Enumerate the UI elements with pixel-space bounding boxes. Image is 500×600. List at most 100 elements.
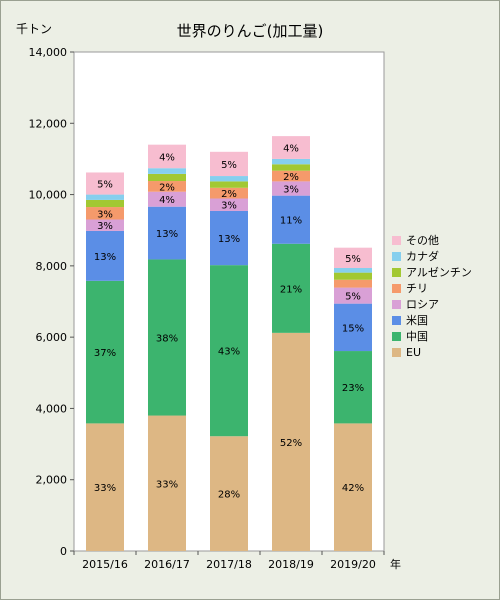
bar-segment — [86, 207, 124, 220]
legend-swatch — [392, 251, 401, 261]
bar-segment — [86, 219, 124, 231]
bar-segment — [334, 279, 372, 288]
bar-segment — [334, 247, 372, 268]
legend-item: その他 — [392, 232, 472, 248]
x-tick-label: 2017/18 — [206, 558, 252, 571]
y-tick-label: 4,000 — [36, 402, 68, 415]
bar-segment — [334, 351, 372, 424]
legend-swatch — [392, 347, 401, 357]
legend-item: ロシア — [392, 296, 472, 312]
legend-item: 中国 — [392, 328, 472, 344]
x-axis-suffix: 年 — [390, 557, 401, 571]
legend-swatch — [392, 315, 401, 325]
bar-segment — [148, 173, 186, 182]
legend-item: チリ — [392, 280, 472, 296]
segment-label: 21% — [280, 284, 302, 295]
legend-swatch — [392, 235, 401, 245]
legend-label: EU — [406, 345, 422, 359]
segment-label: 37% — [94, 348, 116, 359]
bar-segment — [210, 198, 248, 211]
legend-swatch — [392, 299, 401, 309]
segment-label: 42% — [342, 483, 364, 494]
segment-label: 5% — [345, 254, 361, 265]
bar-segment — [272, 181, 310, 196]
segment-label: 43% — [218, 347, 240, 358]
y-tick-label: 10,000 — [29, 189, 68, 202]
bar-segment — [86, 423, 124, 551]
bar-segment — [334, 423, 372, 551]
bar-segment — [86, 280, 124, 424]
legend-swatch — [392, 283, 401, 293]
bar-segment — [272, 195, 310, 244]
bar-segment — [334, 287, 372, 304]
segment-label: 4% — [159, 152, 175, 163]
bar-segment — [272, 170, 310, 182]
legend: その他カナダアルゼンチン チリロシア米国中国 EU — [392, 232, 472, 360]
segment-label: 2% — [159, 182, 175, 193]
bar-segment — [86, 199, 124, 208]
bar-segment — [210, 265, 248, 437]
legend-swatch — [392, 267, 401, 277]
legend-label: その他 — [406, 234, 439, 247]
legend-label: 中国 — [406, 330, 428, 343]
legend-label: アルゼンチン — [406, 266, 472, 279]
bar-segment — [148, 181, 186, 192]
segment-label: 3% — [97, 209, 113, 220]
x-tick-label: 2015/16 — [82, 558, 128, 571]
legend-label: チリ — [406, 282, 428, 295]
segment-label: 28% — [218, 490, 240, 501]
x-tick-label: 2016/17 — [144, 558, 190, 571]
segment-label: 3% — [97, 221, 113, 232]
bar-segment — [148, 191, 186, 207]
bar-segment — [272, 136, 310, 159]
bar-segment — [210, 187, 248, 199]
bar-segment — [210, 210, 248, 266]
bar-segment — [210, 176, 248, 182]
segment-label: 4% — [283, 144, 299, 155]
segment-label: 2% — [221, 189, 237, 200]
bar-segment — [86, 194, 124, 200]
legend-item: EU — [392, 344, 472, 360]
segment-label: 3% — [283, 185, 299, 196]
segment-label: 13% — [94, 252, 116, 263]
segment-label: 13% — [156, 229, 178, 240]
legend-swatch — [392, 331, 401, 341]
bar-segment — [148, 415, 186, 551]
segment-label: 23% — [342, 383, 364, 394]
x-tick-label: 2019/20 — [330, 558, 376, 571]
x-tick-label: 2018/19 — [268, 558, 314, 571]
legend-item: アルゼンチン — [392, 264, 472, 280]
legend-label: ロシア — [406, 298, 439, 311]
segment-label: 3% — [221, 201, 237, 212]
bar-segment — [148, 259, 186, 416]
bar-segment — [272, 332, 310, 551]
y-tick-label: 6,000 — [36, 331, 68, 344]
segment-label: 5% — [221, 160, 237, 171]
segment-label: 2% — [283, 172, 299, 183]
y-tick-label: 2,000 — [36, 474, 68, 487]
bar-segment — [210, 151, 248, 177]
legend-item: 米国 — [392, 312, 472, 328]
bar-segment — [334, 272, 372, 280]
legend-label: 米国 — [406, 314, 428, 327]
y-tick-label: 14,000 — [29, 46, 68, 59]
bar-segment — [148, 144, 186, 169]
segment-label: 11% — [280, 216, 302, 227]
bar-segment — [148, 168, 186, 174]
y-tick-label: 12,000 — [29, 117, 68, 130]
bar-segment — [272, 164, 310, 171]
legend-label: カナダ — [406, 250, 439, 263]
y-tick-label: 0 — [60, 545, 67, 558]
segment-label: 5% — [97, 180, 113, 191]
bar-segment — [210, 436, 248, 551]
segment-label: 4% — [159, 195, 175, 206]
bar-segment — [86, 172, 124, 195]
bar-segment — [272, 158, 310, 165]
bar-segment — [334, 303, 372, 352]
bar-segment — [334, 267, 372, 273]
bar-segment — [148, 206, 186, 260]
segment-label: 33% — [94, 483, 116, 494]
bar-segment — [272, 243, 310, 333]
segment-label: 52% — [280, 438, 302, 449]
chart-title: 世界のりんご(加工量) — [176, 22, 324, 40]
